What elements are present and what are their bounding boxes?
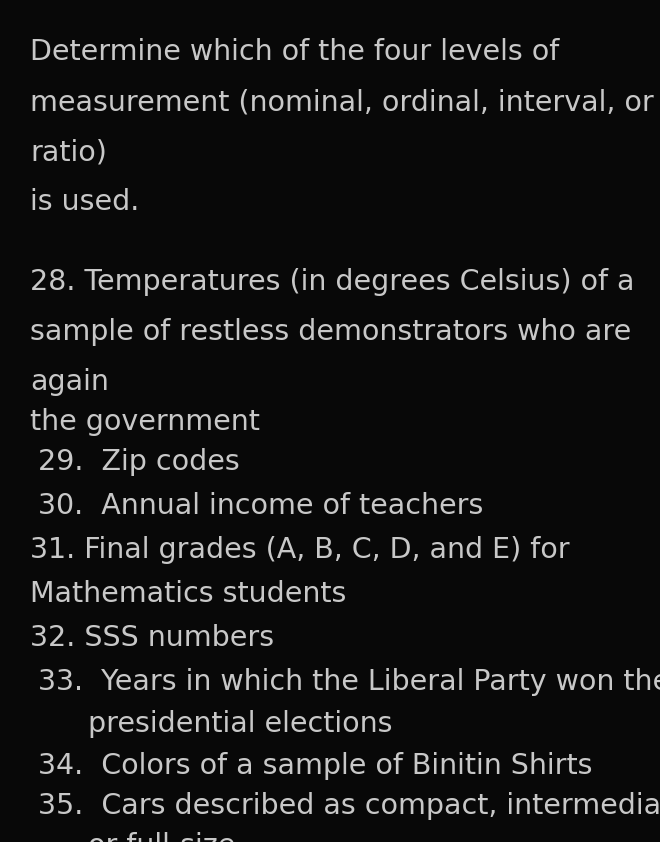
Text: sample of restless demonstrators who are: sample of restless demonstrators who are — [30, 318, 631, 346]
Text: Mathematics students: Mathematics students — [30, 580, 346, 608]
Text: 35.  Cars described as compact, intermediate,: 35. Cars described as compact, intermedi… — [38, 792, 660, 820]
Text: 29.  Zip codes: 29. Zip codes — [38, 448, 240, 476]
Text: the government: the government — [30, 408, 260, 436]
Text: 28. Temperatures (in degrees Celsius) of a: 28. Temperatures (in degrees Celsius) of… — [30, 268, 634, 296]
Text: ratio): ratio) — [30, 138, 107, 166]
Text: again: again — [30, 368, 109, 396]
Text: presidential elections: presidential elections — [88, 710, 393, 738]
Text: or full-size: or full-size — [88, 832, 236, 842]
Text: 32. SSS numbers: 32. SSS numbers — [30, 624, 274, 652]
Text: 31. Final grades (A, B, C, D, and E) for: 31. Final grades (A, B, C, D, and E) for — [30, 536, 570, 564]
Text: 30.  Annual income of teachers: 30. Annual income of teachers — [38, 492, 483, 520]
Text: is used.: is used. — [30, 188, 139, 216]
Text: measurement (nominal, ordinal, interval, or: measurement (nominal, ordinal, interval,… — [30, 88, 654, 116]
Text: 33.  Years in which the Liberal Party won the: 33. Years in which the Liberal Party won… — [38, 668, 660, 696]
Text: Determine which of the four levels of: Determine which of the four levels of — [30, 38, 559, 66]
Text: 34.  Colors of a sample of Binitin Shirts: 34. Colors of a sample of Binitin Shirts — [38, 752, 593, 780]
